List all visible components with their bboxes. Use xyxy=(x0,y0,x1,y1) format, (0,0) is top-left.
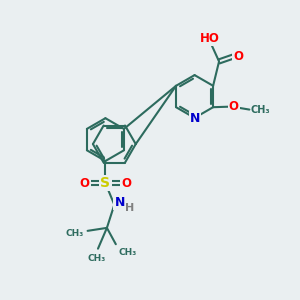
Text: O: O xyxy=(121,177,131,190)
Text: O: O xyxy=(229,100,238,113)
Text: O: O xyxy=(233,50,243,63)
Text: HO: HO xyxy=(200,32,220,45)
Text: N: N xyxy=(190,112,200,125)
Text: S: S xyxy=(100,176,110,190)
Text: O: O xyxy=(80,177,90,190)
Text: H: H xyxy=(125,203,134,213)
Text: CH₃: CH₃ xyxy=(118,248,136,257)
Text: CH₃: CH₃ xyxy=(87,254,106,263)
Text: CH₃: CH₃ xyxy=(251,105,271,115)
Text: N: N xyxy=(115,196,125,209)
Text: CH₃: CH₃ xyxy=(66,229,84,238)
